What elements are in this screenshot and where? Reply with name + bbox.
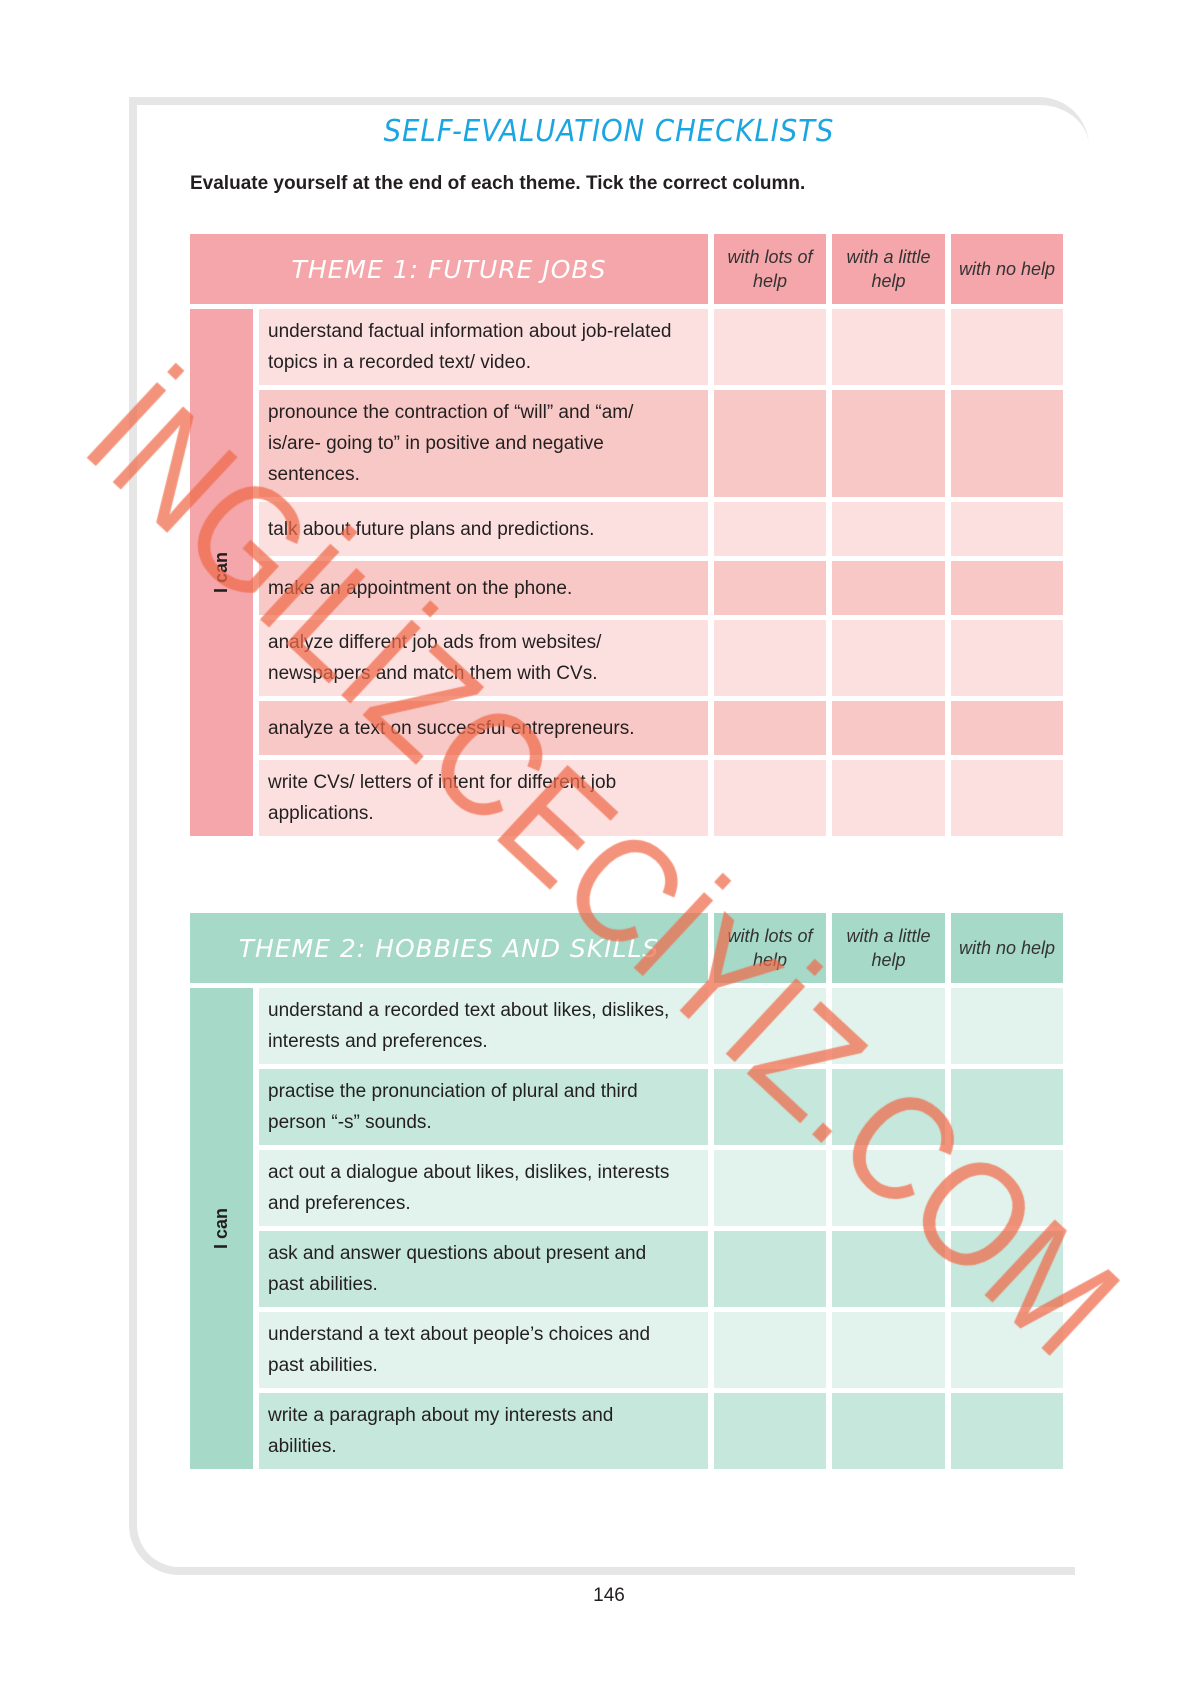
checklist-item: analyze a text on successful entrepreneu… [259,701,708,755]
checklist-item: talk about future plans and predictions. [259,502,708,556]
tick-cell[interactable] [832,1069,945,1145]
tick-cell[interactable] [951,620,1063,696]
tick-cell[interactable] [832,1312,945,1388]
tick-cell[interactable] [832,620,945,696]
tick-cell[interactable] [832,390,945,497]
tick-cell[interactable] [951,1231,1063,1307]
tick-cell[interactable] [832,502,945,556]
theme-title: THEME 2: HOBBIES AND SKILLS [190,913,708,983]
column-header: with a little help [832,234,945,304]
tick-cell[interactable] [832,988,945,1064]
theme-1-checklist: THEME 1: FUTURE JOBS with lots of help wit… [190,234,1064,836]
tick-cell[interactable] [951,502,1063,556]
checklist-item: pronounce the contraction of “will” and … [259,390,708,497]
tick-cell[interactable] [951,701,1063,755]
i-can-label: I can [211,1207,231,1250]
tick-cell[interactable] [832,1150,945,1226]
checklist-item: analyze different job ads from websites/… [259,620,708,696]
checklist-item: practise the pronunciation of plural and… [259,1069,708,1145]
tick-cell[interactable] [951,1069,1063,1145]
tick-cell[interactable] [951,760,1063,836]
tick-cell[interactable] [714,390,826,497]
checklist-item: make an appointment on the phone. [259,561,708,615]
column-header: with a little help [832,913,945,983]
tick-cell[interactable] [832,760,945,836]
column-header: with lots of help [714,234,826,304]
tick-cell[interactable] [714,1150,826,1226]
checklist-item: ask and answer questions about present a… [259,1231,708,1307]
tick-cell[interactable] [714,1069,826,1145]
tick-cell[interactable] [714,1231,826,1307]
checklist-item: write CVs/ letters of intent for differe… [259,760,708,836]
page-number: 146 [593,1585,625,1606]
tick-cell[interactable] [714,620,826,696]
tick-cell[interactable] [714,988,826,1064]
checklist-item: understand a text about people’s choices… [259,1312,708,1388]
tick-cell[interactable] [832,1231,945,1307]
tick-cell[interactable] [951,390,1063,497]
instruction: Evaluate yourself at the end of each the… [190,173,806,194]
side-label: I can [190,309,253,836]
tick-cell[interactable] [714,502,826,556]
tick-cell[interactable] [832,309,945,385]
checklist-item: write a paragraph about my interests and… [259,1393,708,1469]
tick-cell[interactable] [951,988,1063,1064]
i-can-label: I can [211,551,231,594]
tick-cell[interactable] [951,1393,1063,1469]
tick-cell[interactable] [714,1312,826,1388]
tick-cell[interactable] [951,1312,1063,1388]
tick-cell[interactable] [951,561,1063,615]
checklist-item: understand factual information about job… [259,309,708,385]
tick-cell[interactable] [832,561,945,615]
page-title: SELF-EVALUATION CHECKLISTS [383,114,835,149]
tick-cell[interactable] [714,309,826,385]
frame-mask [1075,150,1095,1590]
side-label: I can [190,988,253,1469]
theme-title: THEME 1: FUTURE JOBS [190,234,708,304]
tick-cell[interactable] [832,1393,945,1469]
tick-cell[interactable] [714,561,826,615]
tick-cell[interactable] [714,701,826,755]
tick-cell[interactable] [951,309,1063,385]
checklist-item: act out a dialogue about likes, dislikes… [259,1150,708,1226]
tick-cell[interactable] [714,760,826,836]
column-header: with no help [951,234,1063,304]
tick-cell[interactable] [832,701,945,755]
column-header: with lots of help [714,913,826,983]
tick-cell[interactable] [714,1393,826,1469]
theme-2-checklist: THEME 2: HOBBIES AND SKILLS with lots of … [190,913,1064,1469]
checklist-item: understand a recorded text about likes, … [259,988,708,1064]
tick-cell[interactable] [951,1150,1063,1226]
column-header: with no help [951,913,1063,983]
